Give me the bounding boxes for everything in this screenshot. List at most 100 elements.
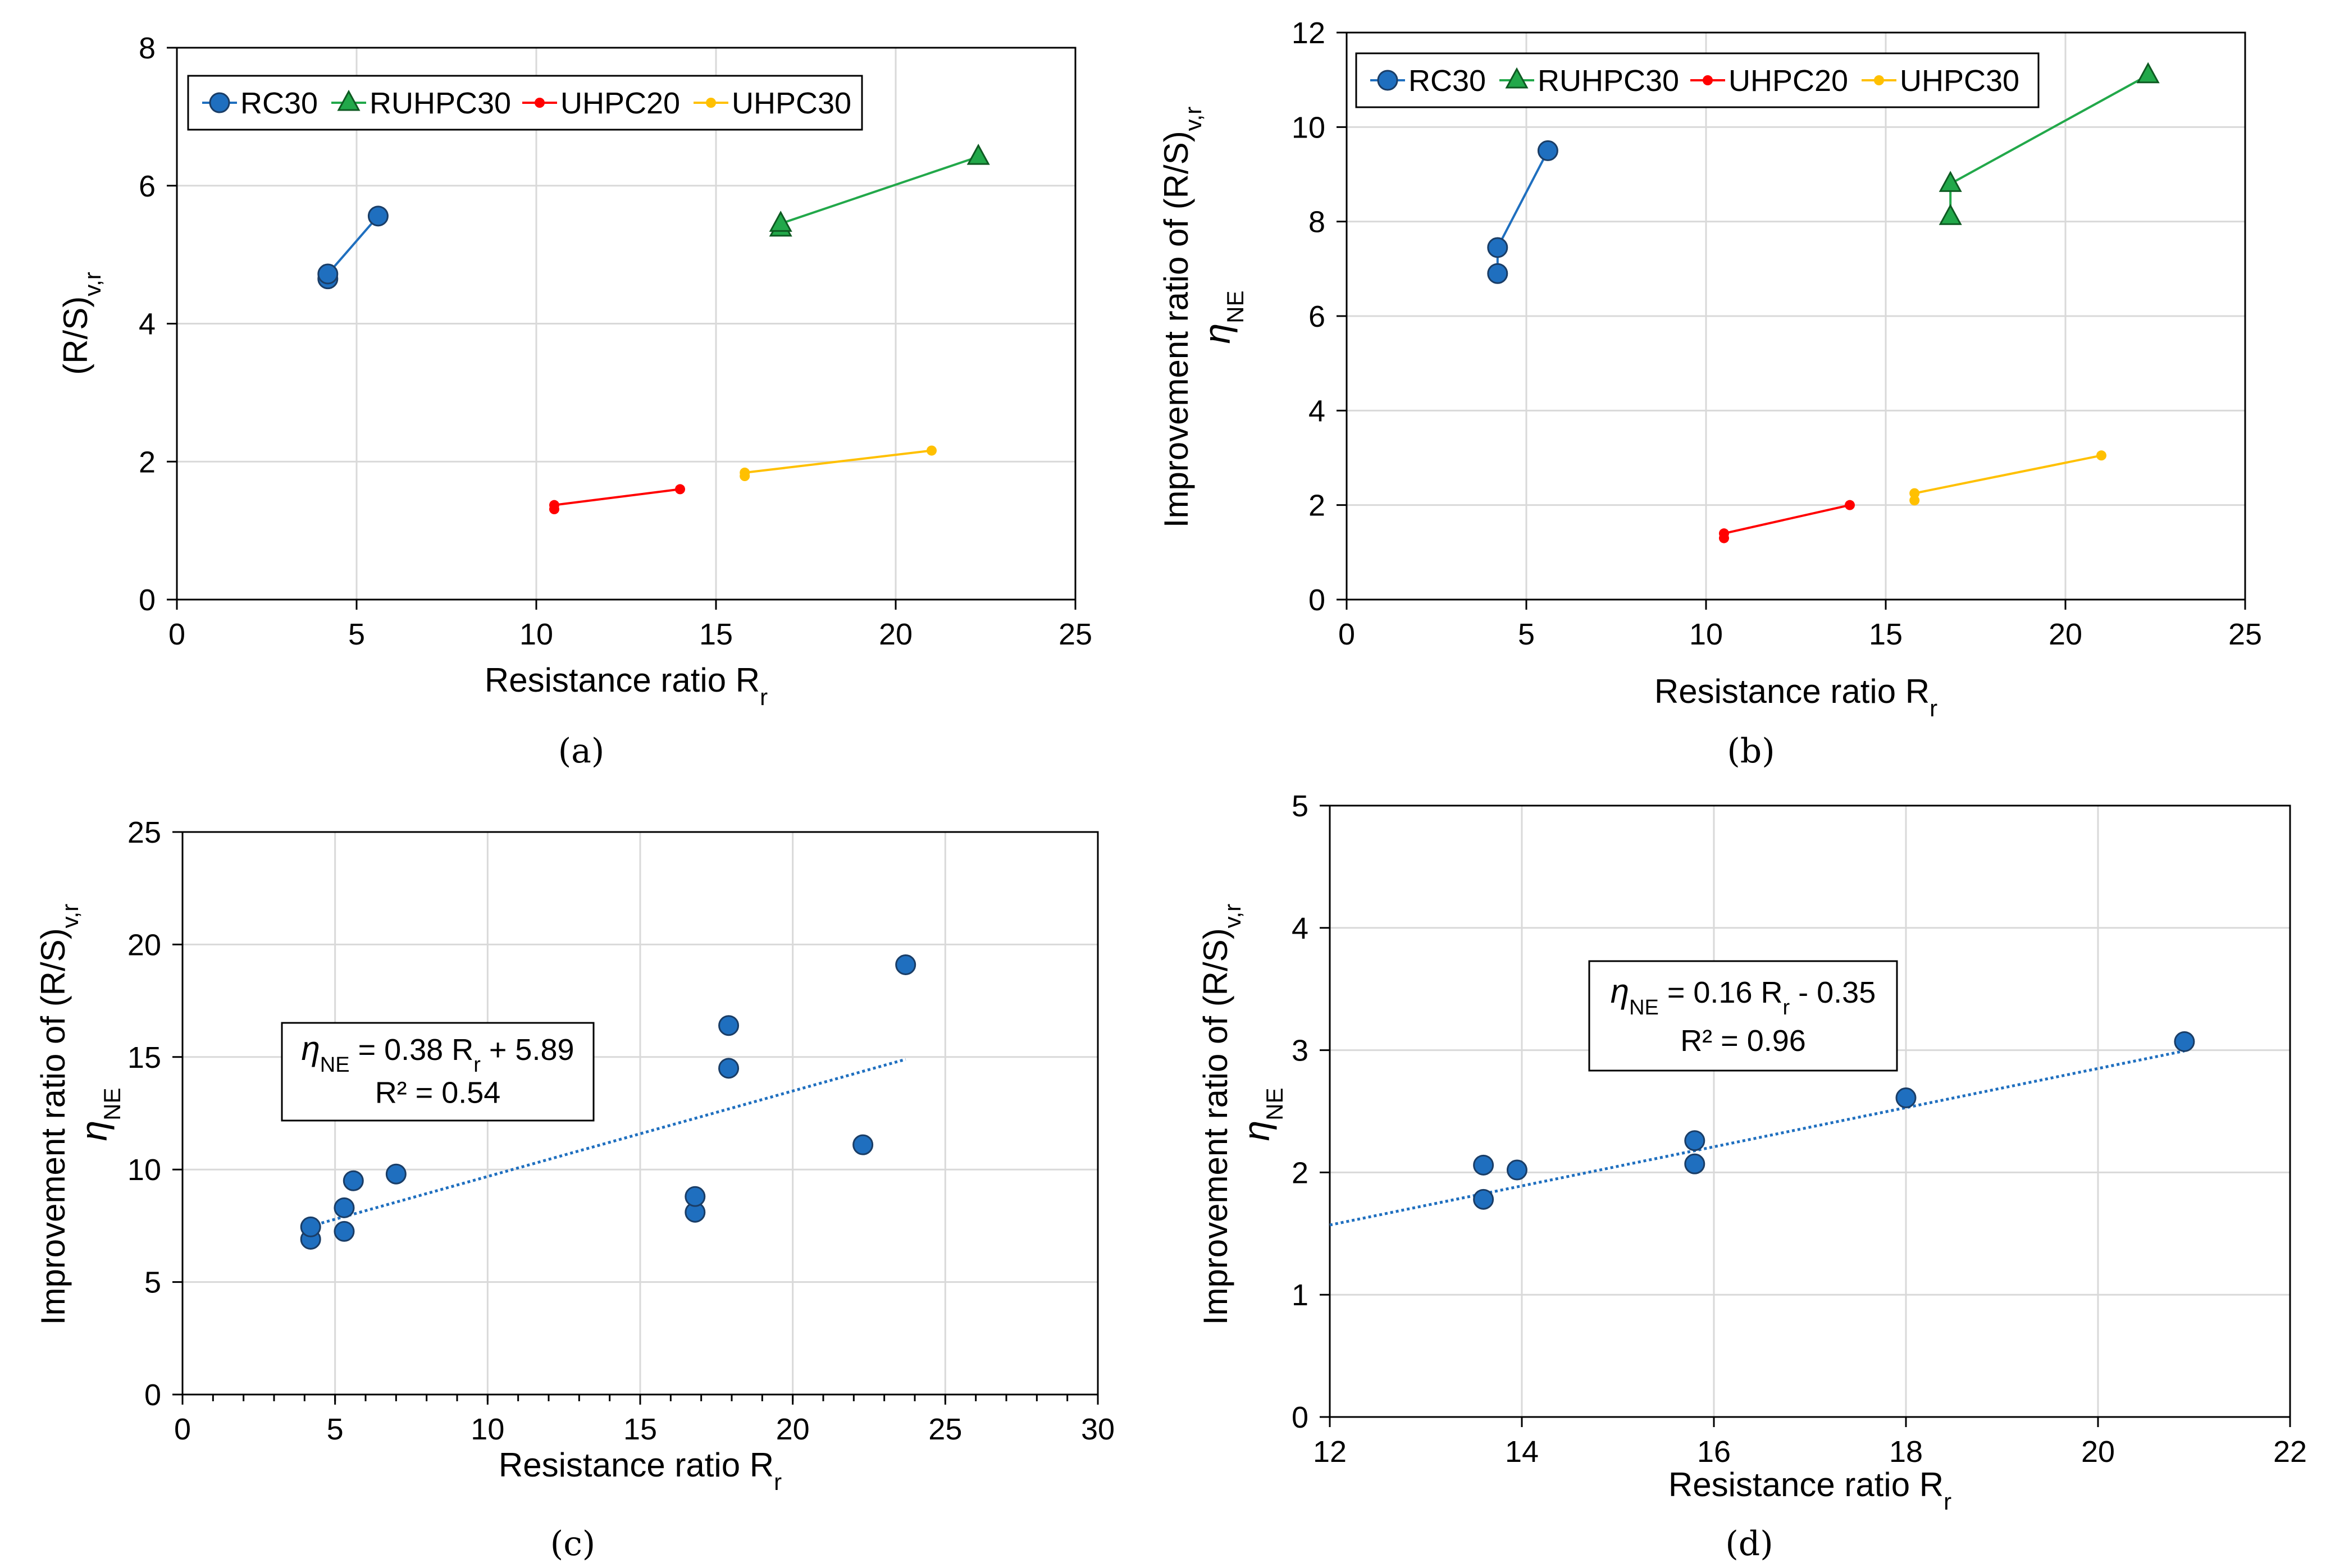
x-tick-label: 25: [928, 1412, 962, 1446]
equation-box: [281, 1022, 595, 1122]
trendline: [310, 1058, 906, 1228]
data-point: [2096, 450, 2106, 461]
trendline: [1329, 1049, 2185, 1227]
data-point: [769, 211, 792, 232]
series-uhpc20: [1719, 500, 1855, 543]
y-tick-label: 4: [1308, 394, 1325, 428]
x-axis-title-subscript: r: [760, 684, 768, 710]
series-line: [744, 449, 932, 477]
equation-constant: - 0.35: [1790, 976, 1876, 1009]
x-axis-title: Resistance ratio Rr: [485, 661, 768, 710]
data-point: [549, 500, 559, 510]
x-axis-title-text: Resistance ratio R: [499, 1446, 774, 1484]
y-tick-label: 8: [139, 31, 156, 65]
data-point: [1909, 495, 1920, 506]
x-axis-title-text: Resistance ratio R: [1668, 1466, 1944, 1503]
x-axis-title-subscript: r: [774, 1469, 782, 1495]
data-point: [1487, 237, 1508, 258]
panel-caption: (a): [558, 732, 605, 771]
y-tick-label: 8: [1308, 205, 1325, 239]
y-tick-label: 6: [139, 170, 156, 203]
equation-r-subscript: r: [473, 1053, 481, 1077]
x-tick-label: 0: [1338, 618, 1355, 651]
equation-line: ηNE = 0.16 Rr - 0.35: [1611, 972, 1876, 1020]
y-tick-label: 0: [139, 583, 156, 617]
r-squared-label: R² = 0.54: [375, 1076, 501, 1110]
x-tick-label: 30: [1081, 1412, 1115, 1446]
legend-label: RC30: [240, 86, 318, 120]
equation-eta: η: [301, 1030, 320, 1067]
x-tick-label: 14: [1505, 1435, 1539, 1469]
data-point: [685, 1186, 706, 1207]
legend: RC30 RUHPC30 UHPC20 UHPC30: [187, 75, 863, 131]
data-point: [300, 1216, 321, 1237]
data-point: [927, 445, 937, 456]
y-axis-title: Improvement ratio of (R/S)v,r: [1197, 904, 1246, 1325]
legend: RC30 RUHPC30 UHPC20 UHPC30: [1355, 52, 2040, 108]
data-point: [740, 467, 750, 478]
x-tick-label: 25: [2228, 618, 2262, 651]
x-axis-title: Resistance ratio Rr: [1654, 673, 1937, 721]
y-axis-title-text: (R/S): [57, 296, 94, 375]
eta-subscript: NE: [1222, 290, 1248, 323]
equation-constant: + 5.89: [481, 1033, 574, 1067]
y-tick-label: 0: [1292, 1401, 1308, 1434]
legend-label: RUHPC30: [370, 86, 511, 120]
data-point: [1473, 1188, 1494, 1210]
legend-label: UHPC30: [732, 86, 851, 120]
x-tick-label: 20: [776, 1412, 810, 1446]
x-axis-title-subscript: r: [1930, 695, 1937, 721]
data-point: [1684, 1153, 1705, 1174]
data-point: [1939, 171, 1962, 192]
y-tick-label: 2: [139, 445, 156, 479]
data-point: [2136, 62, 2160, 84]
x-tick-label: 0: [168, 618, 185, 651]
x-tick-label: 10: [519, 618, 553, 651]
y-tick-label: 2: [1292, 1156, 1308, 1190]
data-point: [718, 1015, 740, 1036]
panel-a: 0 5 10 15 20 25 0 2 4 6 8 Resistance ratio Rr (R/S)v…: [57, 31, 1092, 771]
data-point: [1473, 1154, 1494, 1176]
y-tick-label: 2: [1308, 489, 1325, 523]
data-point: [1506, 1159, 1527, 1181]
data-point: [1939, 204, 1962, 225]
data-point: [675, 484, 685, 495]
legend-box: [187, 75, 863, 131]
series-rc30: [1487, 140, 1558, 284]
legend-label: UHPC20: [1728, 64, 1848, 98]
y-axis-title-subscript: v,r: [1219, 904, 1246, 929]
series-line: [1913, 454, 2102, 501]
plot-area-frame: [1329, 804, 2291, 1418]
series-line: [779, 156, 979, 228]
data-point: [1719, 528, 1729, 539]
series-ruhpc30: [769, 144, 990, 237]
y-axis-title-subscript: v,r: [1180, 107, 1206, 131]
data-point: [367, 205, 389, 227]
series-line: [1723, 504, 1850, 538]
data-point: [718, 1058, 740, 1079]
y-axis-title: (R/S)v,r: [57, 272, 106, 375]
series-ruhpc30: [1939, 62, 2160, 225]
series-uhpc20: [549, 484, 685, 515]
legend-swatch-marker: [1505, 67, 1529, 89]
y-axis-title-eta: ηNE: [1235, 1087, 1288, 1141]
x-axis-title: Resistance ratio Rr: [1668, 1466, 1951, 1515]
y-tick-label: 25: [127, 816, 161, 849]
data-point: [1895, 1087, 1917, 1109]
equation-box: [1588, 960, 1898, 1072]
series-line: [553, 488, 681, 510]
data-point: [334, 1220, 355, 1242]
y-axis-title-text: Improvement ratio of (R/S): [1197, 928, 1234, 1325]
eta-symbol: η: [1196, 323, 1238, 344]
x-tick-label: 15: [623, 1412, 657, 1446]
x-tick-label: 5: [327, 1412, 344, 1446]
y-axis-title: Improvement ratio of (R/S)v,r: [1157, 107, 1206, 528]
x-axis-title-text: Resistance ratio R: [485, 661, 760, 699]
x-tick-label: 15: [1869, 618, 1903, 651]
data-point: [895, 954, 916, 975]
eta-symbol: η: [73, 1121, 115, 1141]
y-tick-label: 0: [144, 1378, 161, 1412]
x-tick-label: 15: [699, 618, 733, 651]
equation-body: = 0.16 R: [1659, 976, 1783, 1009]
